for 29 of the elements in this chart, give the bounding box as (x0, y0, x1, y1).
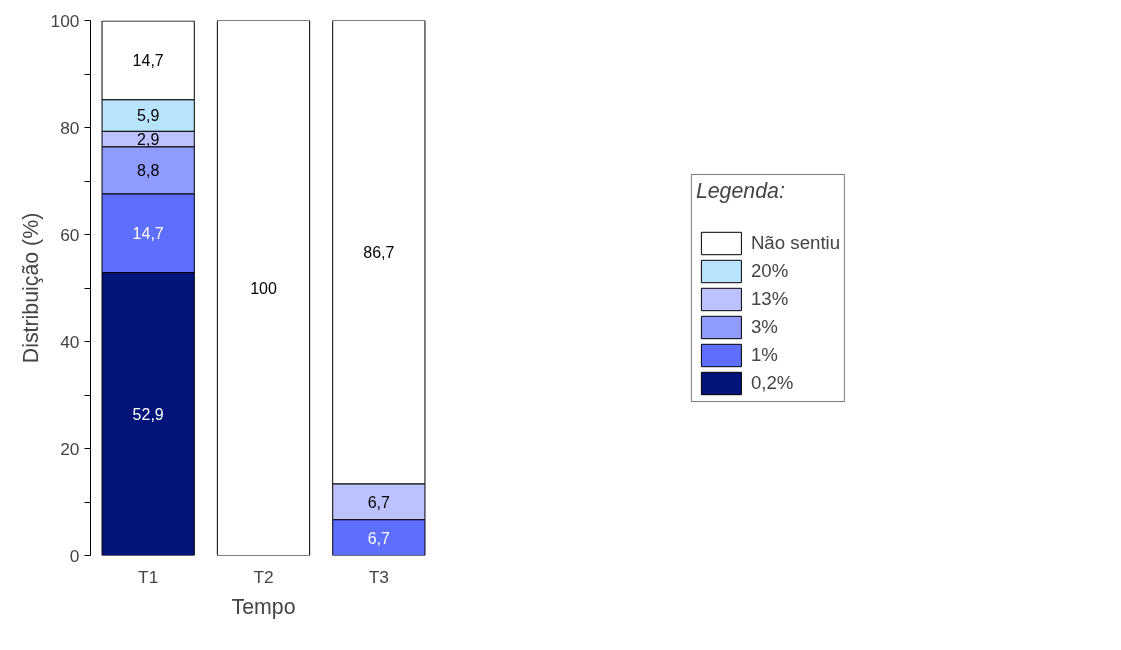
x-tick-label: T1 (138, 566, 159, 587)
x-axis-title: Tempo (231, 594, 296, 619)
data-label: 14,7 (132, 225, 164, 243)
y-tick-label: 40 (60, 331, 80, 352)
y-tick-label: 60 (60, 224, 80, 245)
legend-label: 1% (750, 343, 778, 366)
data-label: 6,7 (367, 529, 391, 547)
x-tick-label: T3 (368, 566, 389, 587)
y-tick-label: 0 (69, 545, 80, 566)
legend-label: Não sentiu (750, 231, 841, 254)
legend-label: 0,2% (750, 371, 794, 394)
legend-label: 3% (750, 315, 778, 338)
data-label: 14,7 (132, 52, 164, 70)
data-label: 100 (250, 280, 277, 297)
data-label: 6,7 (367, 493, 391, 511)
data-label: 52,9 (132, 405, 164, 423)
y-axis-title: Distribuição (%) (18, 212, 43, 364)
x-tick-label: T2 (253, 566, 274, 587)
y-tick-label: 80 (60, 117, 80, 138)
data-label: 8,8 (137, 162, 160, 180)
y-tick-label: 20 (60, 438, 80, 459)
legend-label: 13% (750, 287, 789, 310)
bar (216, 20, 311, 556)
y-tick-label: 100 (50, 10, 80, 31)
legend-title: Legenda: (695, 178, 786, 204)
legend-label: 20% (750, 259, 789, 282)
data-label: 2,9 (137, 131, 160, 148)
data-label: 86,7 (363, 243, 395, 261)
data-label: 5,9 (137, 107, 160, 125)
